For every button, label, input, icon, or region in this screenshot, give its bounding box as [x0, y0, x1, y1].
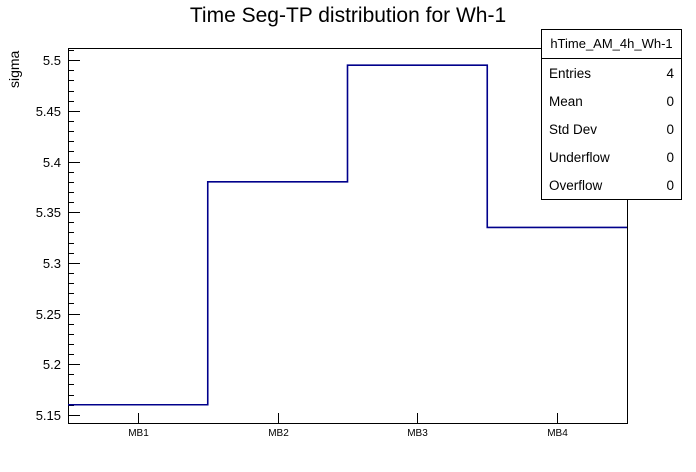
y-tick-label: 5.35 [36, 205, 61, 220]
stats-row-mean: Mean 0 [542, 87, 681, 115]
stats-box-title: hTime_AM_4h_Wh-1 [542, 30, 681, 59]
x-tick-label: MB1 [128, 428, 149, 439]
stats-box: hTime_AM_4h_Wh-1 Entries 4 Mean 0 Std De… [541, 29, 682, 200]
stats-rows: Entries 4 Mean 0 Std Dev 0 Underflow 0 O… [542, 59, 681, 200]
x-tick-label: MB3 [407, 428, 428, 439]
histogram-line [68, 64, 627, 406]
y-tick-label: 5.5 [43, 53, 61, 68]
stats-label: Overflow [549, 178, 603, 194]
y-tick-label: 5.45 [36, 104, 61, 119]
stats-value: 0 [666, 178, 674, 194]
stats-value: 4 [666, 65, 674, 81]
stats-value: 0 [666, 122, 674, 137]
stats-value: 0 [666, 150, 674, 166]
stats-row-overflow: Overflow 0 [542, 172, 681, 200]
stats-value: 0 [666, 93, 674, 109]
stats-row-underflow: Underflow 0 [542, 144, 681, 172]
x-tick-label: MB2 [268, 428, 289, 439]
stats-label: Underflow [549, 150, 610, 166]
stats-label: Entries [549, 65, 592, 81]
x-tick-label: MB4 [547, 428, 568, 439]
y-tick-label: 5.2 [43, 357, 61, 372]
y-tick-label: 5.4 [43, 155, 61, 170]
stats-row-entries: Entries 4 [542, 59, 681, 87]
chart-title: Time Seg-TP distribution for Wh-1 [189, 4, 507, 27]
y-tick-label: 5.15 [36, 408, 61, 423]
y-tick-label: 5.25 [36, 307, 61, 322]
stats-label: Std Dev [549, 122, 598, 137]
plot-frame [68, 48, 628, 424]
y-axis-title: sigma [6, 50, 22, 88]
stats-row-stddev: Std Dev 0 [542, 115, 681, 143]
y-tick-label: 5.3 [43, 256, 61, 271]
stats-label: Mean [549, 93, 583, 109]
